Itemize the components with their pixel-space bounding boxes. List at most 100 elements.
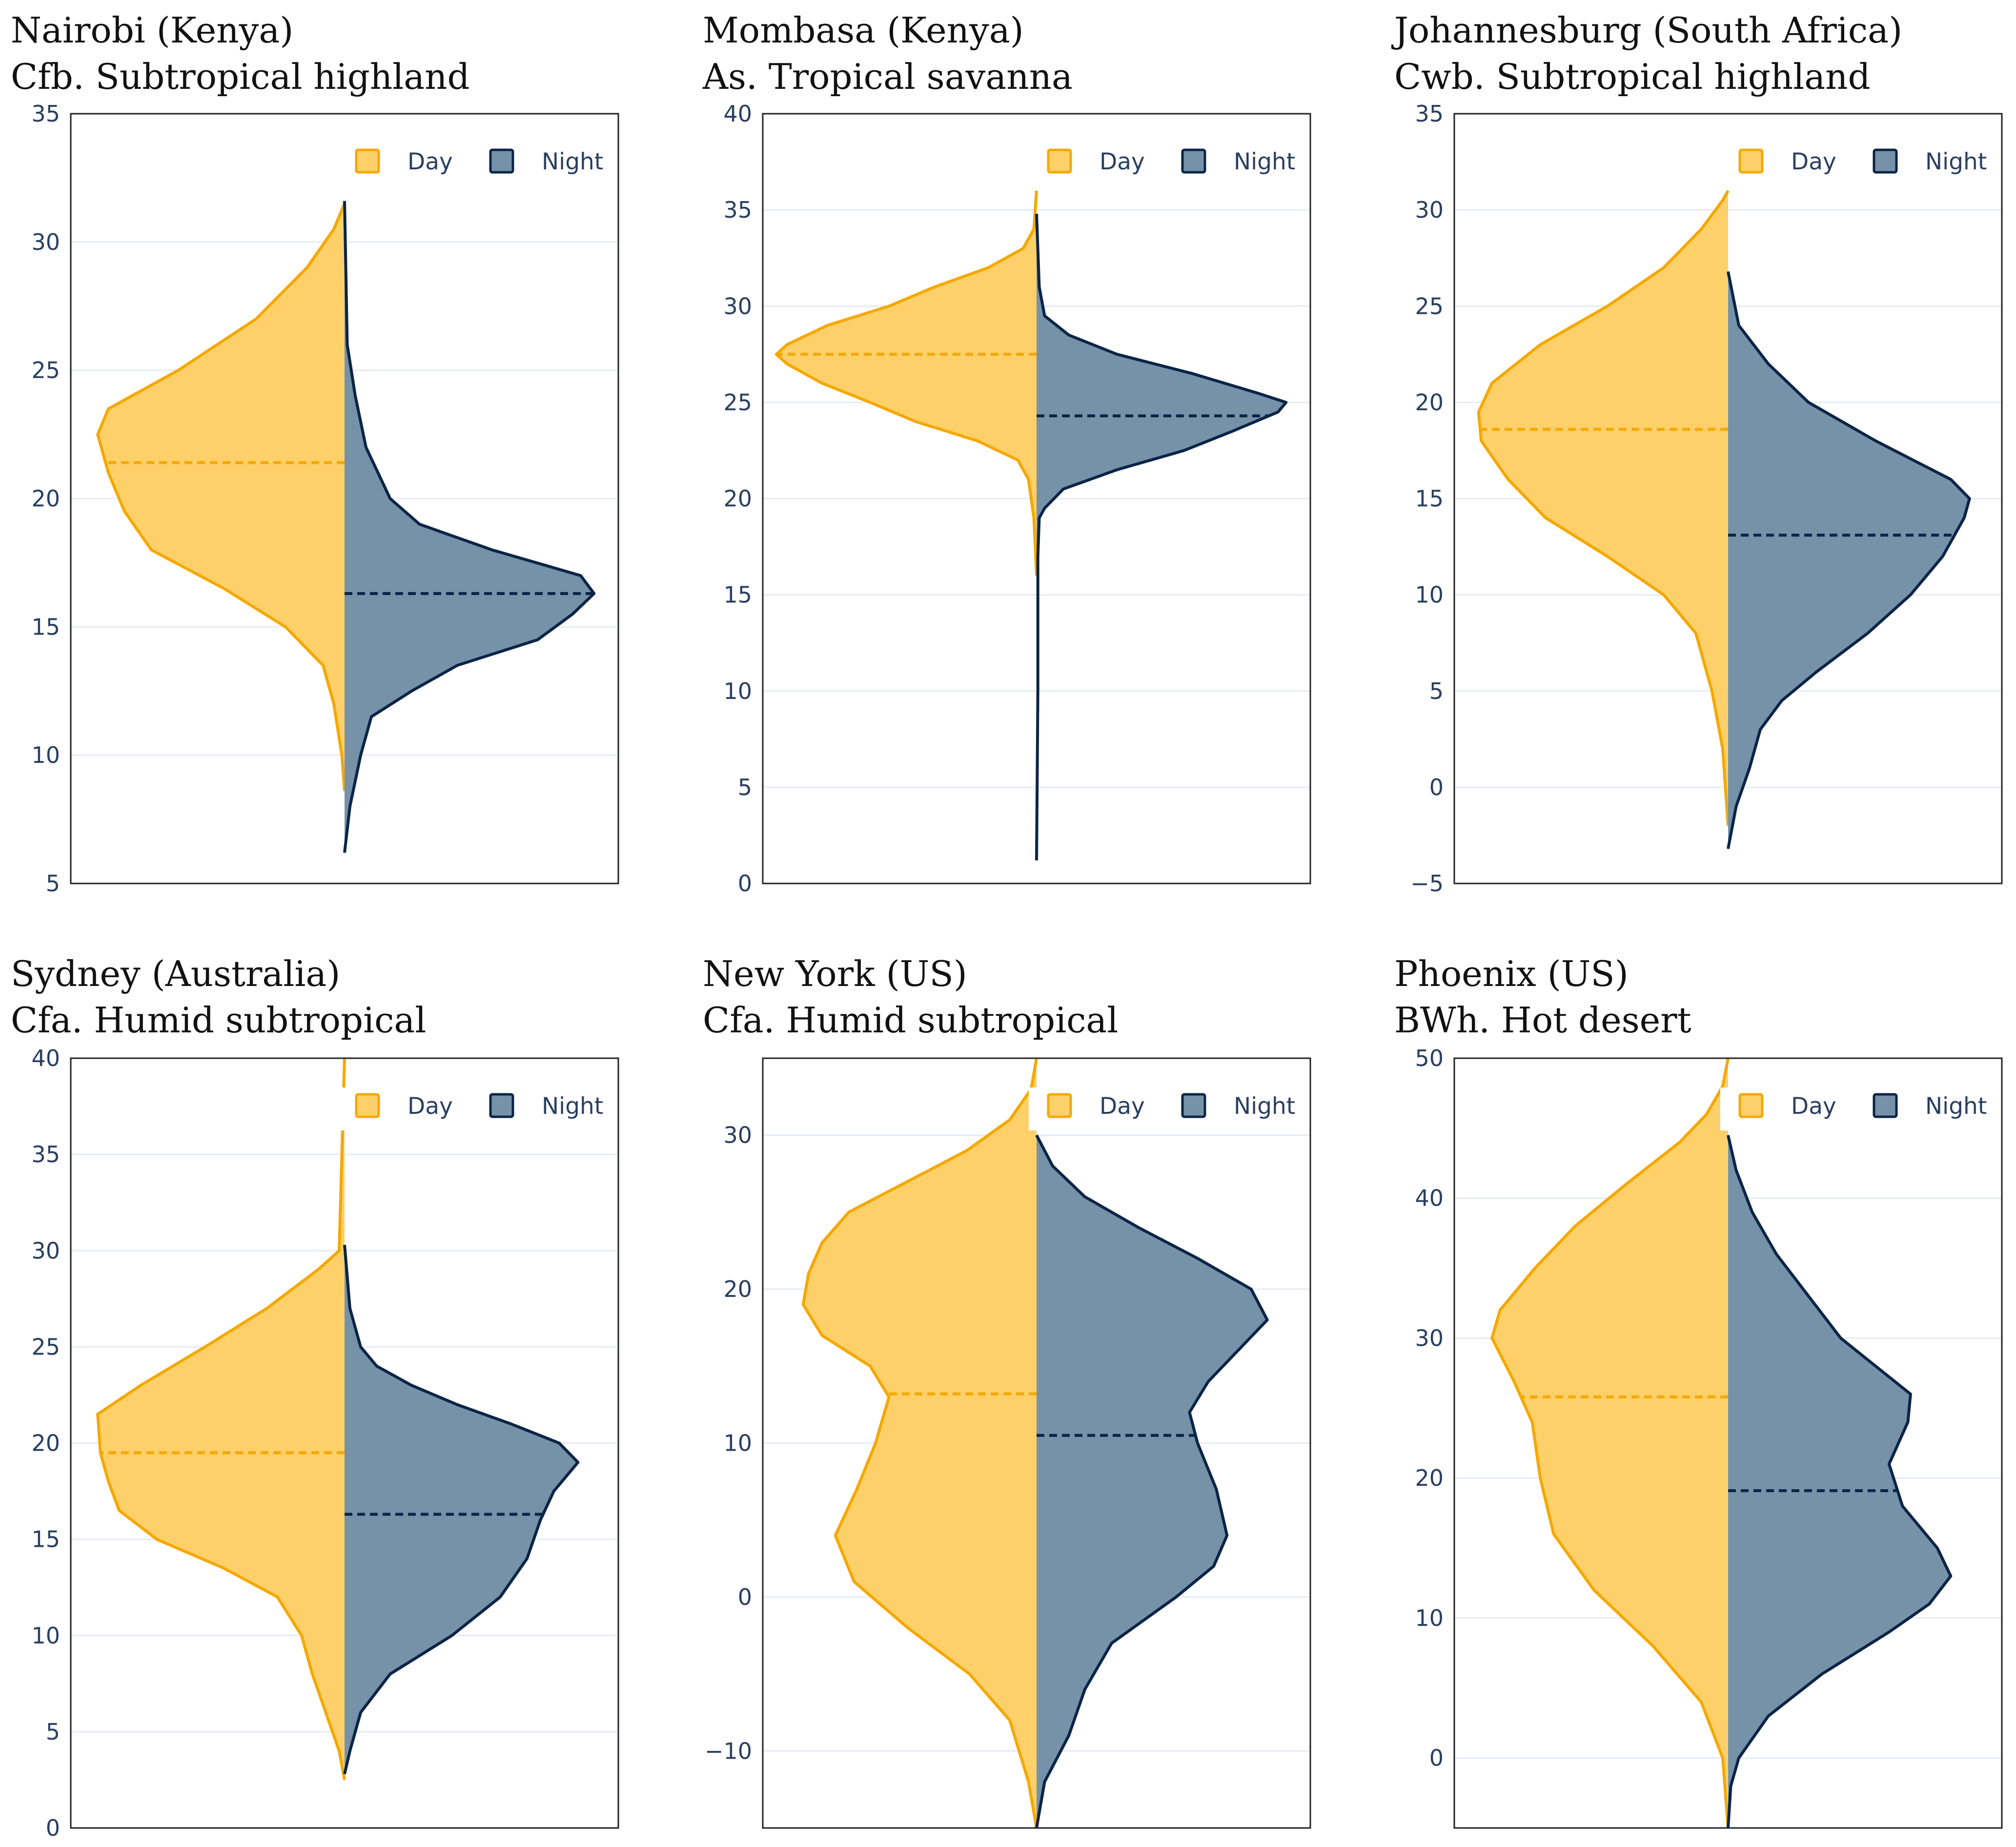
night-violin-outline bbox=[1727, 271, 1971, 849]
y-tick-label: −10 bbox=[705, 1738, 752, 1764]
y-tick-label: 25 bbox=[31, 1334, 60, 1360]
y-tick-label: 20 bbox=[723, 486, 752, 512]
legend-night-swatch[interactable] bbox=[1873, 1093, 1898, 1118]
panel-title: Phoenix (US) bbox=[1394, 953, 1629, 994]
panel-1: Mombasa (Kenya) As. Tropical savanna 0 5 10 1… bbox=[702, 10, 1311, 897]
y-tick-label: 30 bbox=[723, 1122, 752, 1149]
legend-background bbox=[337, 143, 617, 186]
legend-background bbox=[337, 1088, 617, 1130]
y-tick-label: 30 bbox=[1415, 197, 1444, 223]
y-tick-label: 35 bbox=[31, 1141, 60, 1168]
panel-subtitle: Cfa. Humid subtropical bbox=[703, 1000, 1118, 1041]
y-tick-label: 0 bbox=[738, 870, 752, 897]
legend-night-swatch[interactable] bbox=[1181, 1093, 1206, 1118]
legend-background bbox=[1720, 1088, 2001, 1130]
legend-day-swatch[interactable] bbox=[1047, 1093, 1072, 1118]
day-violin-outline bbox=[1490, 1058, 1730, 1828]
panel-subtitle: BWh. Hot desert bbox=[1394, 1000, 1691, 1041]
panel-subtitle: Cwb. Subtropical highland bbox=[1394, 56, 1871, 97]
panel-subtitle: Cfa. Humid subtropical bbox=[11, 1000, 426, 1041]
legend-day-label[interactable]: Day bbox=[1100, 1093, 1145, 1120]
legend-background bbox=[1029, 143, 1309, 186]
y-tick-label: 0 bbox=[1429, 1745, 1444, 1771]
y-tick-label: 5 bbox=[46, 870, 60, 897]
night-violin-outline bbox=[1035, 1134, 1269, 1828]
legend-night-label[interactable]: Night bbox=[1234, 1093, 1295, 1120]
legend: Day Night bbox=[1720, 143, 2001, 186]
night-violin-outline bbox=[1035, 213, 1288, 861]
y-tick-label: 40 bbox=[723, 101, 752, 127]
y-tick-label: 15 bbox=[31, 1526, 60, 1553]
y-tick-label: 50 bbox=[1415, 1045, 1444, 1071]
y-tick-label: 35 bbox=[723, 197, 752, 223]
panel-0: Nairobi (Kenya) Cfb. Subtropical highland… bbox=[11, 10, 619, 897]
y-tick-label: 30 bbox=[31, 229, 60, 255]
y-tick-label: 5 bbox=[46, 1719, 60, 1745]
legend-night-label[interactable]: Night bbox=[1925, 1093, 1987, 1120]
panel-title: Johannesburg (South Africa) bbox=[1391, 10, 1902, 51]
legend-night-swatch[interactable] bbox=[489, 1093, 514, 1118]
y-tick-label: 20 bbox=[723, 1276, 752, 1302]
legend: Day Night bbox=[1029, 143, 1309, 186]
violin-group bbox=[1477, 190, 1971, 849]
legend-night-swatch[interactable] bbox=[1873, 148, 1898, 174]
legend-night-label[interactable]: Night bbox=[1925, 148, 1987, 175]
legend-night-label[interactable]: Night bbox=[542, 148, 603, 175]
y-tick-label: 10 bbox=[723, 678, 752, 704]
y-tick-label: 25 bbox=[31, 357, 60, 384]
panel-title: Mombasa (Kenya) bbox=[703, 10, 1024, 51]
legend-background bbox=[1029, 1088, 1309, 1130]
legend-night-label[interactable]: Night bbox=[1234, 148, 1295, 175]
y-tick-label: 20 bbox=[1415, 389, 1444, 415]
violin-group bbox=[1490, 1058, 1953, 1828]
y-tick-label: 35 bbox=[31, 101, 60, 127]
y-tick-label: −5 bbox=[1410, 870, 1444, 897]
day-violin-outline bbox=[96, 203, 346, 792]
legend-day-label[interactable]: Day bbox=[407, 1093, 453, 1120]
plot-frame bbox=[762, 113, 1311, 884]
violin-group bbox=[801, 1058, 1269, 1828]
y-tick-label: 20 bbox=[31, 486, 60, 512]
legend-day-swatch[interactable] bbox=[1738, 148, 1764, 174]
panel-5: Phoenix (US) BWh. Hot desert 0 10 20 30 40 50 Da… bbox=[1394, 953, 2003, 1829]
y-tick-label: 15 bbox=[723, 582, 752, 608]
y-tick-label: 35 bbox=[1415, 101, 1444, 127]
legend-day-swatch[interactable] bbox=[355, 1093, 380, 1118]
y-tick-label: 40 bbox=[1415, 1185, 1444, 1211]
night-violin-fill bbox=[1728, 1135, 1951, 1828]
violin-group bbox=[774, 190, 1288, 861]
legend-day-swatch[interactable] bbox=[1047, 148, 1072, 174]
night-violin-fill bbox=[345, 201, 594, 853]
plot-frame bbox=[1453, 113, 2003, 884]
y-tick-label: 5 bbox=[738, 774, 752, 800]
legend-day-label[interactable]: Day bbox=[1791, 148, 1836, 175]
y-tick-label: 25 bbox=[1415, 293, 1444, 319]
legend: Day Night bbox=[1029, 1088, 1309, 1130]
night-violin-fill bbox=[345, 1245, 578, 1774]
panel-3: Sydney (Australia) Cfa. Humid subtropical… bbox=[11, 953, 619, 1841]
y-tick-label: 40 bbox=[31, 1045, 60, 1071]
legend-night-swatch[interactable] bbox=[489, 148, 514, 174]
plot-frame bbox=[70, 113, 619, 884]
legend-day-swatch[interactable] bbox=[1738, 1093, 1764, 1118]
day-violin-outline bbox=[1477, 190, 1730, 826]
day-violin-outline bbox=[774, 190, 1038, 576]
y-tick-label: 0 bbox=[1429, 774, 1444, 800]
legend-day-label[interactable]: Day bbox=[1791, 1093, 1836, 1120]
y-tick-label: 20 bbox=[31, 1430, 60, 1457]
legend-night-swatch[interactable] bbox=[1181, 148, 1206, 174]
night-violin-outline bbox=[1727, 1135, 1953, 1828]
panel-2: Johannesburg (South Africa) Cwb. Subtropi… bbox=[1391, 10, 2003, 897]
plot-frame bbox=[70, 1057, 619, 1829]
legend-day-swatch[interactable] bbox=[355, 148, 380, 174]
legend-day-label[interactable]: Day bbox=[1100, 148, 1145, 175]
legend-day-label[interactable]: Day bbox=[407, 148, 453, 175]
y-tick-label: 5 bbox=[1429, 678, 1444, 704]
violin-group bbox=[96, 201, 596, 853]
legend-night-label[interactable]: Night bbox=[542, 1093, 603, 1120]
plot-frame bbox=[1453, 1057, 2003, 1829]
day-violin-fill bbox=[98, 1058, 345, 1780]
y-tick-label: 10 bbox=[1415, 1605, 1444, 1631]
y-tick-label: 0 bbox=[46, 1815, 60, 1841]
